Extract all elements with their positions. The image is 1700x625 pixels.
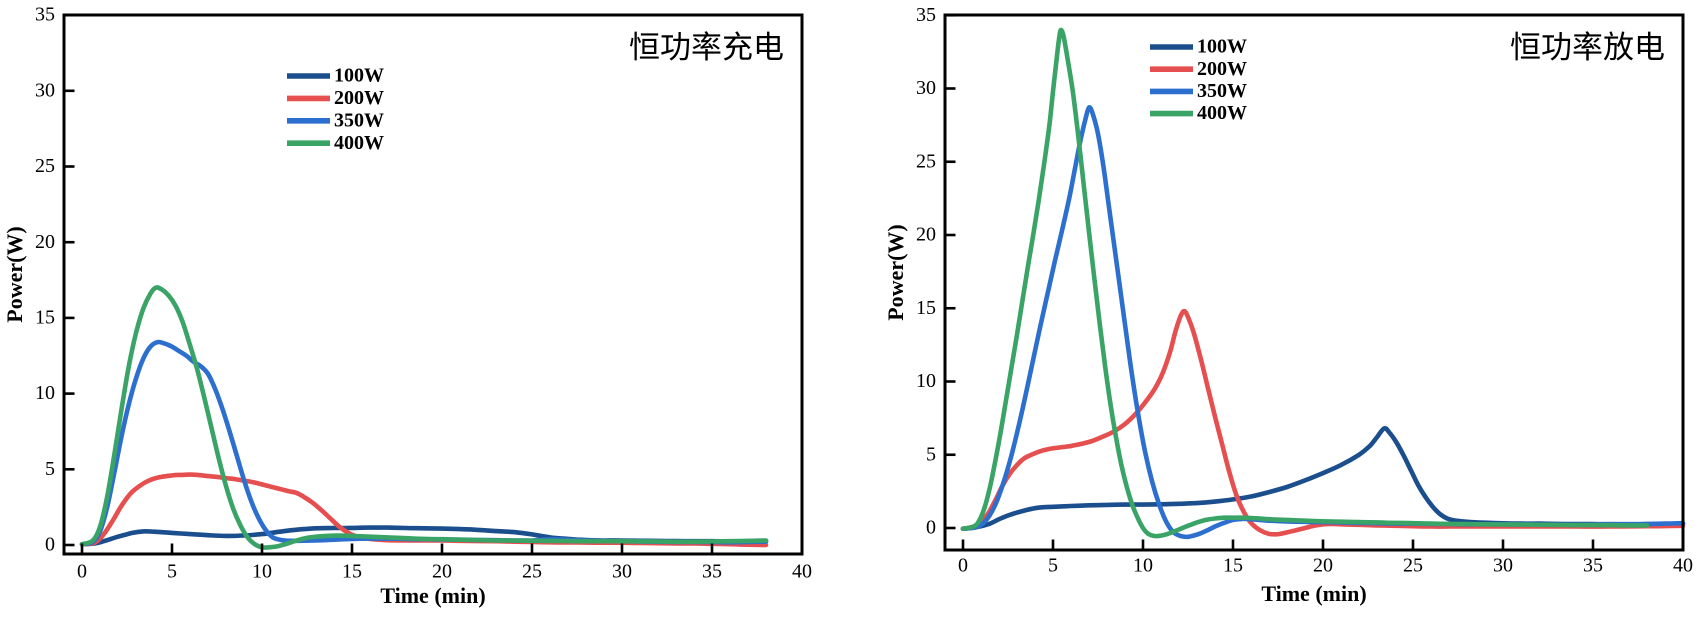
charging-chart-panel: 0 5 10 15 20 25 30 35 40 0 5 10 15 20 25 30 35 Time (min)… <box>2 4 812 608</box>
x-tick-label: 40 <box>792 561 812 583</box>
y-tick-label: 0 <box>45 534 55 556</box>
x-tick-label: 25 <box>1403 555 1423 577</box>
y-axis-title: Power(W) <box>883 224 908 321</box>
legend-label-200w: 200W <box>334 87 384 109</box>
legend-label-350w: 350W <box>334 109 384 131</box>
x-tick-label: 10 <box>252 561 272 583</box>
curve-400w <box>960 27 1650 539</box>
axis-frame <box>62 13 804 556</box>
x-tick-label: 30 <box>1493 555 1513 577</box>
y-tick-label: 5 <box>926 443 936 465</box>
x-tick-label: 0 <box>958 555 968 577</box>
x-tick-label: 25 <box>522 561 542 583</box>
y-tick-label: 10 <box>916 370 936 392</box>
x-tick-label: 40 <box>1673 555 1693 577</box>
x-axis-title: Time (min) <box>1261 581 1366 606</box>
x-tick-label: 20 <box>432 561 452 583</box>
axis-frame <box>943 13 1685 552</box>
x-tick-label: 35 <box>1583 555 1603 577</box>
y-tick-label: 30 <box>35 79 55 101</box>
y-tick-label: 15 <box>916 297 936 319</box>
y-tick-label: 25 <box>916 150 936 172</box>
y-tick-label: 15 <box>35 306 55 328</box>
curve-400w <box>79 285 769 550</box>
y-tick-label: 20 <box>35 231 55 253</box>
legend-label-100w: 100W <box>1197 36 1247 58</box>
x-tick-label: 0 <box>77 561 87 583</box>
y-tick-label: 25 <box>35 155 55 177</box>
y-tick-label: 35 <box>35 4 55 26</box>
chart-title: 恒功率充电 <box>629 30 784 65</box>
x-tick-label: 20 <box>1313 555 1333 577</box>
y-tick-label: 5 <box>45 458 55 480</box>
legend-label-400w: 400W <box>334 132 384 154</box>
x-tick-label: 10 <box>1133 555 1153 577</box>
legend-label-400w: 400W <box>1197 102 1247 124</box>
discharging-chart-panel: 0 5 10 15 20 25 30 35 40 0 5 10 15 20 25 30 35 Time (min)… <box>883 4 1693 606</box>
chart-title: 恒功率放电 <box>1510 30 1665 65</box>
y-tick-label: 0 <box>926 517 936 539</box>
y-tick-label: 20 <box>916 224 936 246</box>
x-tick-label: 5 <box>167 561 177 583</box>
x-tick-label: 5 <box>1048 555 1058 577</box>
y-axis-title: Power(W) <box>2 226 27 323</box>
x-tick-label: 15 <box>342 561 362 583</box>
y-tick-label: 10 <box>35 382 55 404</box>
x-tick-label: 15 <box>1223 555 1243 577</box>
curve-350w <box>79 339 769 547</box>
x-tick-label: 35 <box>702 561 722 583</box>
y-tick-label: 30 <box>916 77 936 99</box>
curve-200w <box>960 308 1686 537</box>
y-tick-label: 35 <box>916 4 936 26</box>
x-tick-label: 30 <box>612 561 632 583</box>
x-axis-title: Time (min) <box>380 583 485 608</box>
legend-label-200w: 200W <box>1197 58 1247 80</box>
legend-label-100w: 100W <box>334 65 384 87</box>
curve-100w <box>960 425 1686 532</box>
legend-label-350w: 350W <box>1197 80 1247 102</box>
